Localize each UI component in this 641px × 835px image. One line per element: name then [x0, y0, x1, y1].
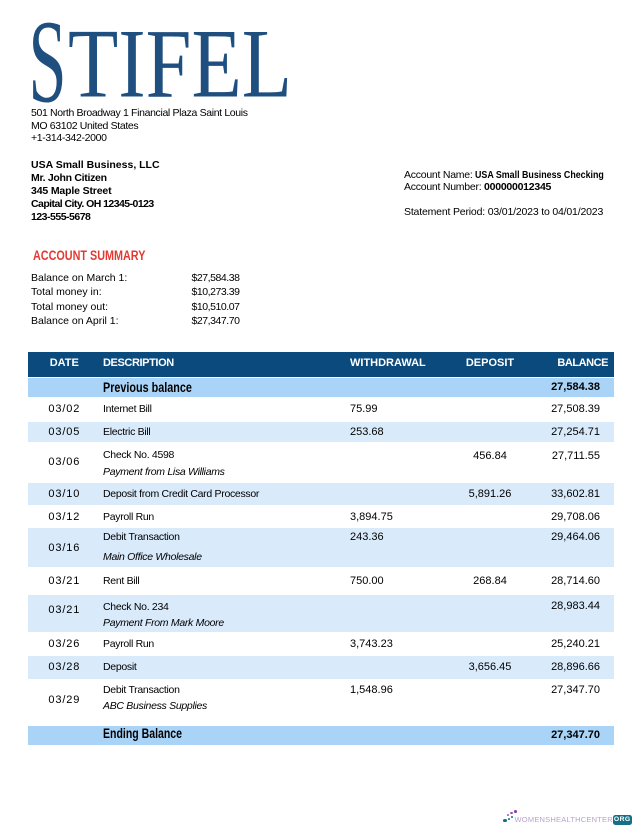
- svg-text:TIFEL: TIFEL: [68, 13, 292, 105]
- svg-text:S: S: [30, 13, 67, 105]
